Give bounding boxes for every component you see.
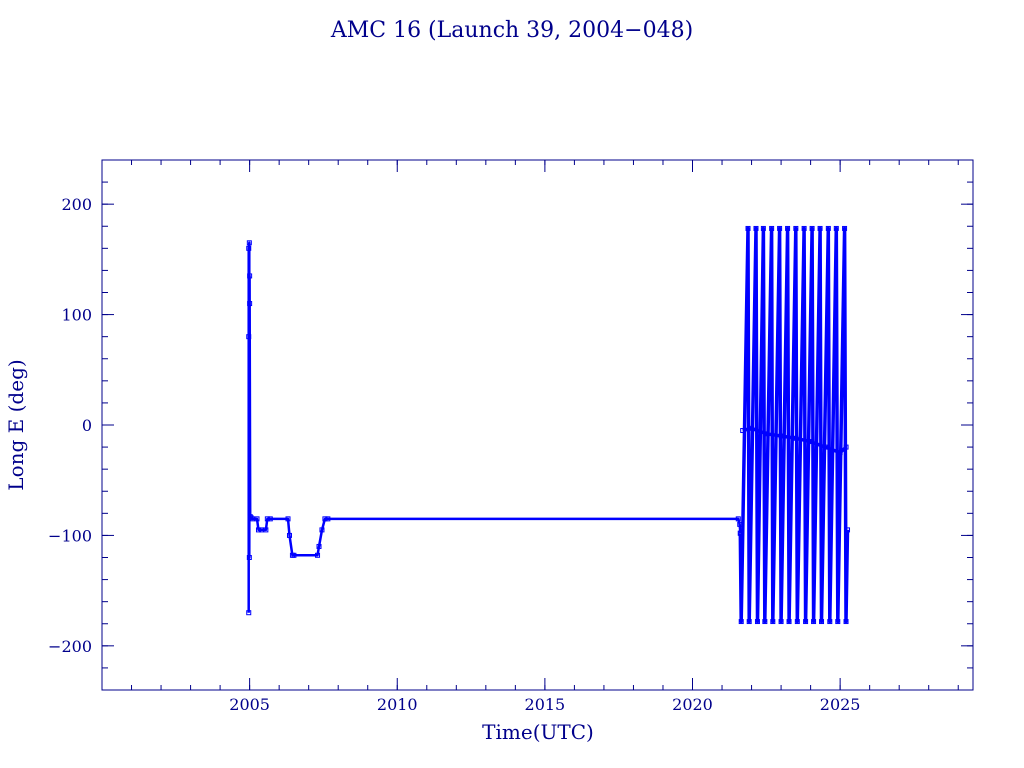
data-point — [837, 450, 843, 456]
data-point — [808, 439, 814, 445]
data-point — [809, 225, 815, 231]
data-point — [735, 516, 741, 522]
data-point — [247, 273, 253, 279]
y-tick-label: 200 — [61, 195, 92, 214]
data-point — [267, 516, 273, 522]
data-point — [786, 619, 792, 625]
data-point — [248, 515, 254, 521]
data-point — [315, 552, 321, 558]
data-point — [770, 619, 776, 625]
series-line — [247, 241, 742, 613]
data-point — [753, 225, 759, 231]
data-point — [842, 225, 848, 231]
data-point — [778, 433, 784, 439]
data-point — [254, 516, 260, 522]
y-tick-label: −200 — [48, 637, 92, 656]
data-point — [247, 301, 253, 307]
data-point — [319, 527, 325, 533]
data-point — [737, 530, 743, 536]
data-point — [754, 619, 760, 625]
data-point — [738, 619, 744, 625]
data-point — [793, 435, 799, 441]
data-point — [785, 225, 791, 231]
data-point — [286, 532, 292, 538]
data-point — [817, 225, 823, 231]
data-point — [246, 610, 252, 616]
data-point — [801, 225, 807, 231]
data-point — [843, 444, 849, 450]
data-point — [749, 425, 755, 431]
data-point — [291, 552, 297, 558]
data-point — [746, 619, 752, 625]
data-point — [285, 516, 291, 522]
data-point — [745, 225, 751, 231]
data-point — [246, 334, 252, 340]
y-tick-label: 0 — [82, 416, 92, 435]
x-tick-label: 2015 — [525, 695, 566, 714]
x-axis-label: Time(UTC) — [482, 720, 594, 744]
data-point — [263, 527, 269, 533]
data-point — [769, 225, 775, 231]
data-point — [246, 555, 252, 560]
data-point — [803, 619, 809, 625]
x-tick-label: 2005 — [229, 695, 270, 714]
data-point — [835, 619, 841, 625]
data-point — [778, 619, 784, 625]
data-point — [845, 527, 851, 533]
data-point — [255, 527, 261, 533]
data-point — [825, 225, 831, 231]
data-point — [760, 225, 766, 231]
axes — [101, 159, 974, 691]
data-point — [264, 516, 270, 522]
chart-title: AMC 16 (Launch 39, 2004−048) — [330, 18, 693, 43]
x-tick-label: 2010 — [377, 695, 418, 714]
data-point — [793, 225, 799, 231]
data-point — [819, 619, 825, 625]
data-point — [763, 431, 769, 437]
plot-area — [246, 225, 851, 625]
data-point — [827, 619, 833, 625]
data-point — [325, 516, 331, 522]
x-tick-label: 2020 — [672, 695, 713, 714]
data-point — [794, 619, 800, 625]
data-point — [316, 543, 322, 549]
y-axis-label: Long E (deg) — [4, 359, 28, 490]
series-line — [738, 226, 850, 624]
data-point — [762, 619, 768, 625]
data-point — [246, 245, 252, 251]
data-point — [822, 444, 828, 450]
x-tick-label: 2025 — [820, 695, 861, 714]
y-tick-label: 100 — [61, 306, 92, 325]
data-point — [246, 240, 252, 246]
data-point — [833, 225, 839, 231]
tick-labels: 2005 2010 2015 2020 2025 −200 −100 0 100 200 — [48, 195, 860, 714]
series-line — [742, 426, 848, 455]
data-point — [740, 428, 746, 434]
y-tick-label: −100 — [48, 526, 92, 545]
data-point — [843, 619, 849, 625]
data-point — [777, 225, 783, 231]
data-point — [322, 516, 328, 522]
data-point — [811, 619, 817, 625]
